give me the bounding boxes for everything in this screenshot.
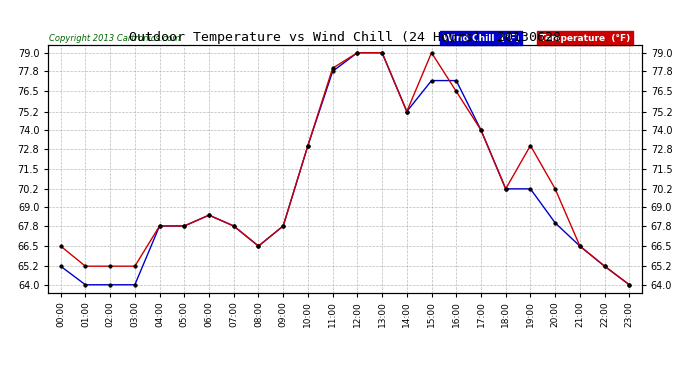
Title: Outdoor Temperature vs Wind Chill (24 Hours)  20130628: Outdoor Temperature vs Wind Chill (24 Ho… — [129, 31, 561, 44]
Text: Wind Chill  (°F): Wind Chill (°F) — [443, 33, 520, 42]
Text: Copyright 2013 Cartronics.com: Copyright 2013 Cartronics.com — [50, 33, 181, 42]
Text: Temperature  (°F): Temperature (°F) — [540, 33, 630, 42]
